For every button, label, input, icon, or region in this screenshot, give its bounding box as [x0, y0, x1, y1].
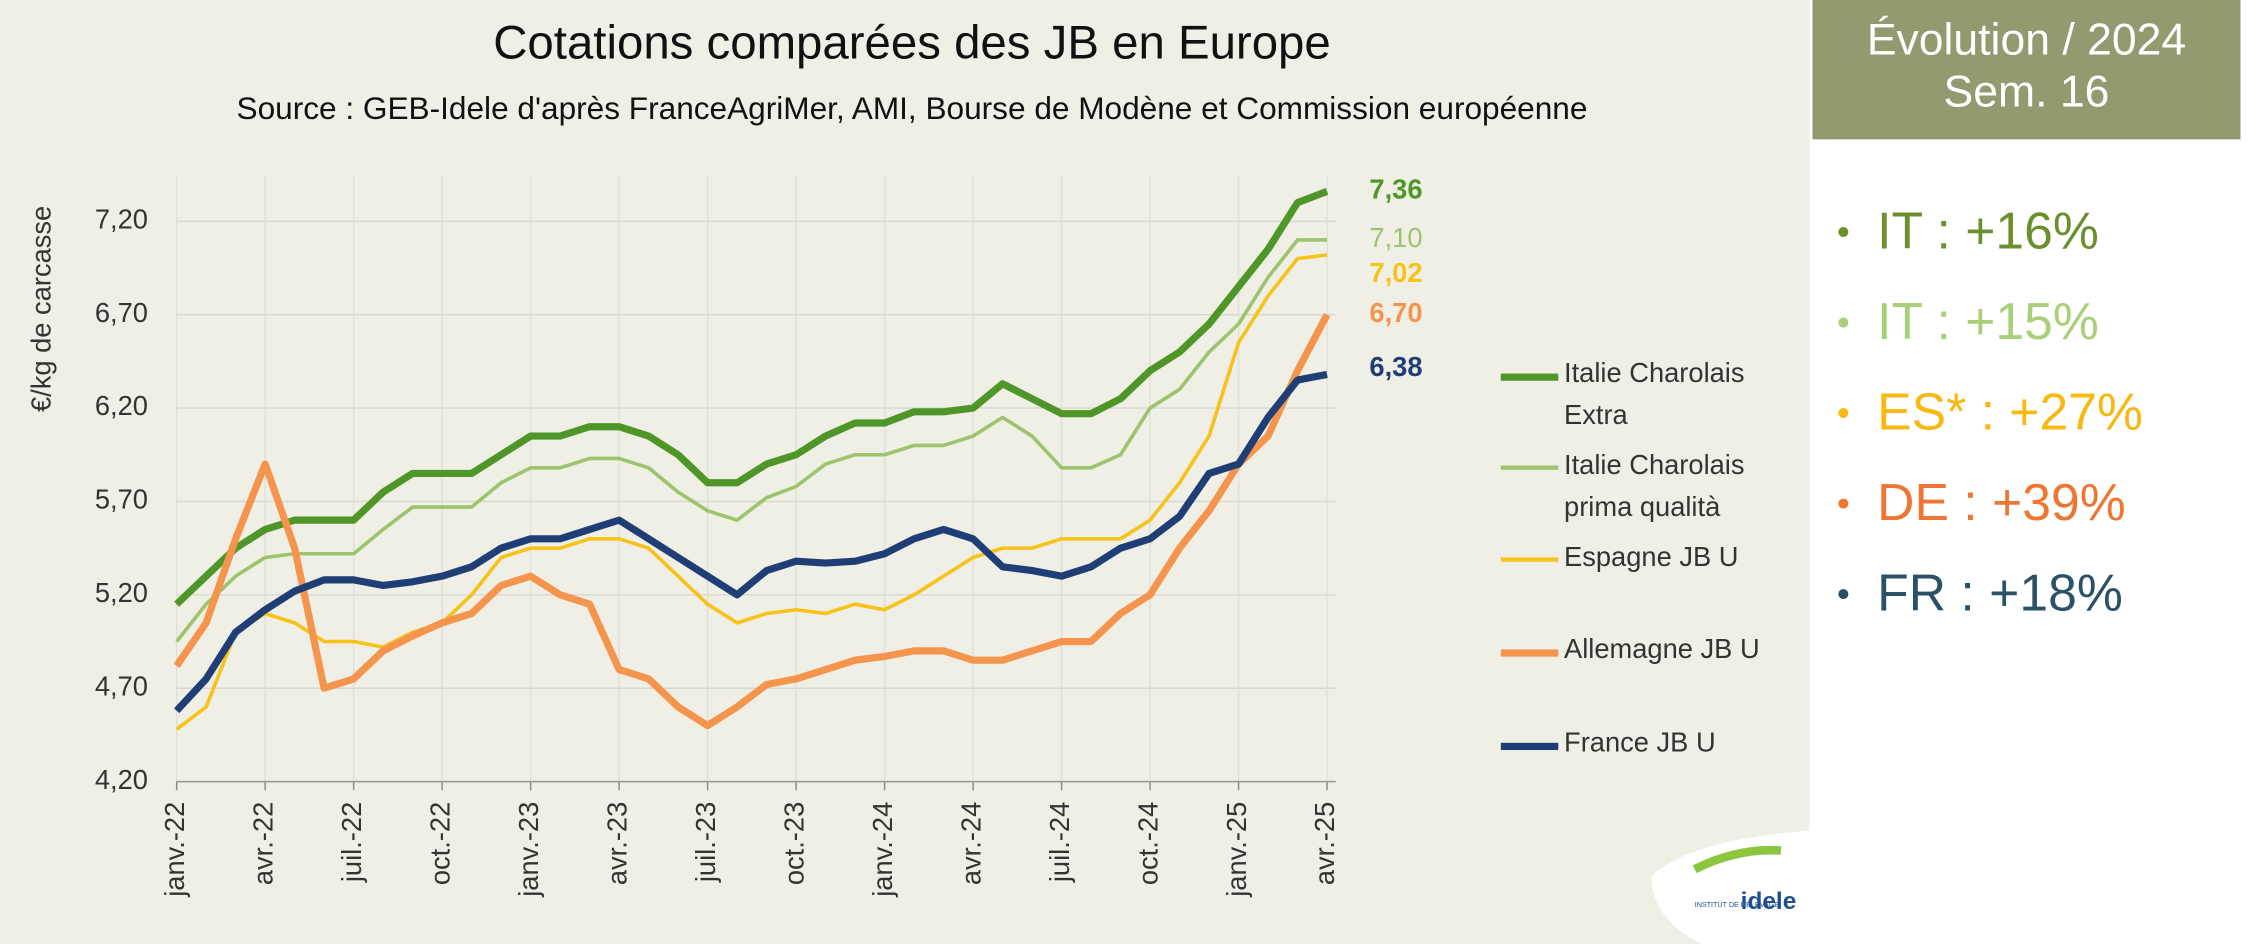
panel-item: FR : +18% [1838, 563, 2123, 623]
y-tick-label: 6,70 [95, 297, 148, 328]
panel-title: Évolution / 2024 [1866, 14, 2187, 65]
x-tick-label: oct.-22 [424, 802, 455, 885]
x-tick-label: oct.-23 [778, 802, 809, 885]
panel-item-text: DE : +39% [1877, 472, 2126, 532]
y-tick-label: 5,20 [95, 577, 148, 608]
legend-label: Italie Charolais Extra [1564, 359, 1745, 432]
x-tick-label: janv.-22 [159, 802, 190, 898]
x-tick-label: juil.-22 [336, 802, 367, 883]
y-tick-label: 4,70 [95, 670, 148, 701]
legend-label: France JB U [1564, 728, 1716, 759]
panel-item: DE : +39% [1838, 472, 2126, 533]
legend-entry: France JB U [1500, 723, 1780, 765]
legend-entry: Italie Charolais prima qualità [1500, 445, 1780, 528]
series-line [173, 312, 1331, 730]
x-tick-label: juil.-24 [1044, 802, 1075, 883]
evolution-panel: Évolution / 2024 Sem. 16 IT : +16% IT : +… [1812, 0, 2241, 944]
bullet [1838, 497, 1849, 508]
panel-item: IT : +16% [1838, 201, 2099, 261]
legend-swatch [1500, 373, 1559, 381]
x-tick-label: janv.-25 [1221, 802, 1252, 898]
data-label: 7,10 [1369, 222, 1422, 253]
panel-item-text: FR : +18% [1877, 563, 2123, 623]
chart: Cotations comparées des JB en Europe Sou… [0, 0, 1810, 944]
bullet [1838, 407, 1849, 418]
x-tick-label: avr.-23 [601, 802, 632, 885]
legend-swatch [1500, 649, 1559, 657]
x-tick-label: janv.-24 [867, 802, 898, 898]
panel-item: ES* : +27% [1838, 382, 2143, 442]
series-line [174, 188, 1329, 607]
series-line [174, 370, 1328, 714]
logo-swoosh [1692, 845, 1782, 874]
panel-item-text: IT : +16% [1877, 201, 2099, 261]
panel-item-text: ES* : +27% [1877, 382, 2143, 442]
x-tick-label: avr.-22 [247, 802, 278, 885]
legend-label: Espagne JB U [1564, 543, 1739, 574]
legend-swatch [1500, 742, 1559, 751]
x-tick-label: juil.-23 [690, 802, 721, 883]
legend-label: Italie Charolais prima qualità [1564, 451, 1745, 523]
data-label: 7,36 [1369, 174, 1422, 205]
bullet [1838, 316, 1849, 327]
chart-background [0, 0, 1810, 944]
data-label: 7,02 [1369, 257, 1422, 288]
series-line [175, 253, 1328, 731]
logo-background [1651, 830, 1810, 944]
legend-label: Allemagne JB U [1564, 635, 1760, 666]
legend-entry: Allemagne JB U [1500, 629, 1780, 671]
legend-swatch [1500, 465, 1559, 470]
series-line [175, 238, 1328, 643]
x-tick-label: avr.-25 [1309, 802, 1340, 885]
x-tick-label: avr.-24 [955, 802, 986, 885]
chart-title: Cotations comparées des JB en Europe [493, 16, 1331, 69]
logo-tagline: INSTITUT DE L'ÉLEVAGE [1695, 900, 1780, 909]
x-tick-label: janv.-23 [513, 802, 544, 898]
data-label: 6,70 [1369, 297, 1422, 328]
panel-header: Évolution / 2024 Sem. 16 [1812, 0, 2241, 140]
legend-entry: Italie Charolais Extra [1500, 353, 1780, 436]
y-tick-label: 6,20 [95, 390, 148, 421]
y-axis-label: €/kg de carcasse [25, 206, 56, 412]
data-label: 6,38 [1369, 351, 1422, 382]
y-tick-label: 5,70 [95, 484, 148, 515]
panel-item-text: IT : +15% [1877, 291, 2099, 351]
bullet [1838, 226, 1849, 237]
chart-subtitle: Source : GEB-Idele d'après FranceAgriMer… [237, 90, 1588, 126]
y-tick-label: 4,20 [95, 764, 148, 795]
y-tick-label: 7,20 [95, 203, 148, 234]
legend-entry: Espagne JB U [1500, 537, 1780, 579]
panel-item: IT : +15% [1838, 292, 2099, 352]
logo-name: idele [1741, 888, 1797, 915]
legend-swatch [1500, 557, 1559, 562]
panel-subtitle: Sem. 16 [1943, 66, 2110, 117]
bullet [1838, 588, 1849, 599]
x-tick-label: oct.-24 [1132, 802, 1163, 885]
